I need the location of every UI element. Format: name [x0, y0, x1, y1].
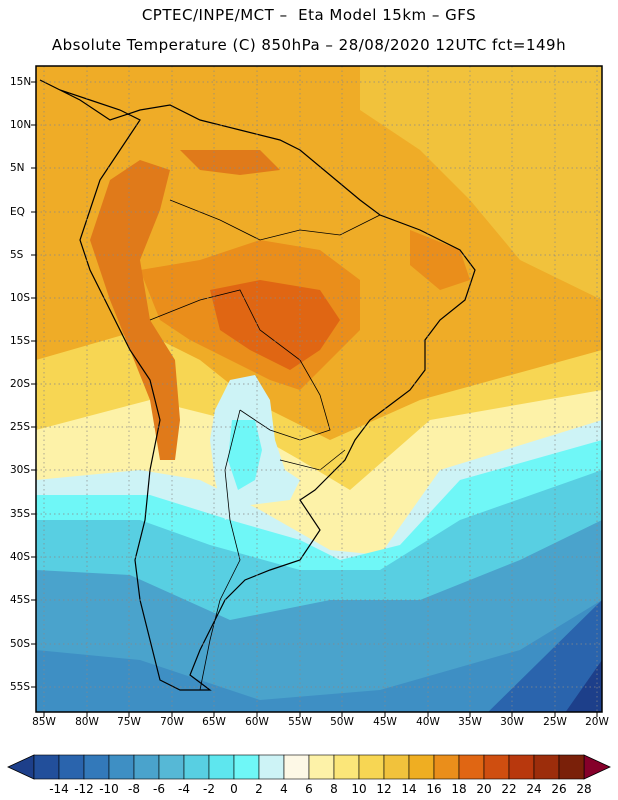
lat-label: 5N — [10, 162, 25, 174]
colorbar-swatch — [208, 754, 235, 780]
lat-label: 25S — [10, 421, 31, 433]
lon-label: 40W — [416, 716, 440, 728]
lat-label: 10N — [10, 119, 32, 131]
lat-label: 35S — [10, 508, 31, 520]
colorbar-label: 18 — [451, 782, 467, 796]
colorbar-label: 22 — [501, 782, 517, 796]
colorbar-swatch — [58, 754, 85, 780]
colorbar-swatch — [558, 754, 585, 780]
colorbar-swatch — [533, 754, 560, 780]
lat-label: 45S — [10, 594, 31, 606]
northeast-warm-band — [410, 230, 470, 290]
andes-warm-band — [90, 160, 180, 460]
blue-band — [36, 600, 602, 712]
colorbar-swatch — [458, 754, 485, 780]
colorbar-label: 14 — [401, 782, 417, 796]
lat-label: EQ — [10, 206, 25, 218]
colorbar-swatch — [158, 754, 185, 780]
cold-core — [228, 420, 262, 490]
colorbar-label: -2 — [203, 782, 215, 796]
map-frame — [35, 65, 603, 713]
colorbar-label: 12 — [376, 782, 392, 796]
lon-label: 60W — [245, 716, 269, 728]
colorbar-label: 2 — [255, 782, 263, 796]
colorbar-label: -12 — [74, 782, 94, 796]
colorbar-label: 4 — [280, 782, 288, 796]
colorbar-high-arrow — [583, 754, 611, 780]
colorbar-swatch — [508, 754, 535, 780]
lon-label: 80W — [75, 716, 99, 728]
colorbar-swatch — [233, 754, 260, 780]
colorbar-swatch — [258, 754, 285, 780]
colorbar-swatch — [133, 754, 160, 780]
colorbar-swatch — [308, 754, 335, 780]
coastline — [39, 79, 476, 691]
colorbar-label: 20 — [476, 782, 492, 796]
colorbar — [7, 754, 611, 780]
lon-label: 45W — [373, 716, 397, 728]
colorbar-label: -4 — [178, 782, 190, 796]
axis-ticks — [31, 81, 598, 717]
lon-label: 85W — [32, 716, 56, 728]
lat-label: 40S — [10, 551, 31, 563]
colorbar-label: -10 — [99, 782, 119, 796]
lat-label: 5S — [10, 249, 24, 261]
colorbar-label: 0 — [230, 782, 238, 796]
lat-label: 55S — [10, 681, 31, 693]
colorbar-label: -6 — [153, 782, 165, 796]
lat-label: 10S — [10, 292, 31, 304]
colorbar-swatch — [333, 754, 360, 780]
lon-label: 55W — [288, 716, 312, 728]
colorbar-label: 28 — [576, 782, 592, 796]
continental-hottest-band — [210, 280, 340, 370]
lat-label: 30S — [10, 464, 31, 476]
lon-label: 30W — [500, 716, 524, 728]
lat-label: 50S — [10, 638, 31, 650]
lon-label: 25W — [543, 716, 567, 728]
map-title-line1: CPTEC/INPE/MCT – Eta Model 15km – GFS — [141, 6, 477, 24]
colorbar-swatch — [358, 754, 385, 780]
country-border — [169, 199, 381, 241]
mid-blue-band — [36, 520, 602, 712]
colorbar-label: 16 — [426, 782, 442, 796]
ne-atlantic-band — [360, 66, 602, 300]
colorbar-swatch — [408, 754, 435, 780]
colorbar-low-arrow — [7, 754, 35, 780]
colorbar-label: -14 — [49, 782, 69, 796]
colorbar-label: 6 — [305, 782, 313, 796]
colorbar-label: 10 — [351, 782, 367, 796]
colorbar-label: 8 — [330, 782, 338, 796]
colorbar-swatch — [83, 754, 110, 780]
map-title-line2: Absolute Temperature (C) 850hPa – 28/08/… — [51, 36, 567, 54]
lat-label: 15S — [10, 335, 31, 347]
northern-warm-band — [180, 150, 280, 175]
lon-label: 65W — [202, 716, 226, 728]
colorbar-label: -8 — [128, 782, 140, 796]
lat-label: 20S — [10, 378, 31, 390]
lon-label: 35W — [458, 716, 482, 728]
colorbar-swatch — [33, 754, 60, 780]
colorbar-swatch — [433, 754, 460, 780]
lon-label: 75W — [117, 716, 141, 728]
darkest-blue-band — [565, 660, 602, 712]
lon-label: 70W — [160, 716, 184, 728]
colorbar-swatch — [183, 754, 210, 780]
lon-label: 50W — [330, 716, 354, 728]
lon-label: 20W — [585, 716, 609, 728]
country-border — [149, 289, 331, 441]
colorbar-swatch — [483, 754, 510, 780]
colorbar-swatch — [108, 754, 135, 780]
colorbar-label: 26 — [551, 782, 567, 796]
colorbar-swatch — [383, 754, 410, 780]
lat-label: 15N — [10, 76, 32, 88]
colorbar-swatch — [283, 754, 310, 780]
colorbar-label: 24 — [526, 782, 542, 796]
deep-blue-band — [488, 600, 602, 712]
